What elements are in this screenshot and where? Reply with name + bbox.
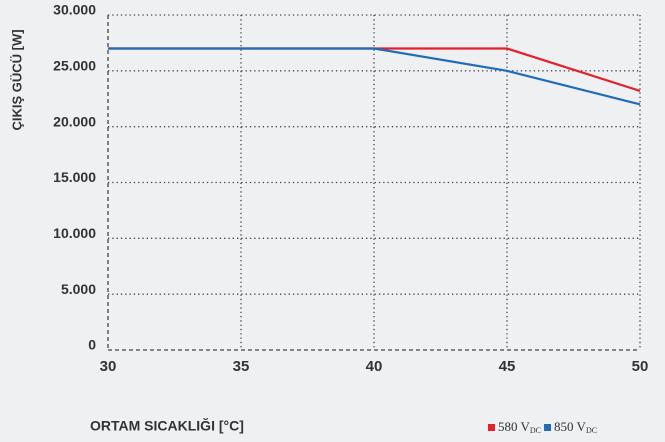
legend-label: 580 VDC [498, 419, 541, 435]
y-tick-label: 15.000 [53, 169, 96, 185]
y-tick-label: 5.000 [61, 281, 96, 297]
legend-swatch [488, 424, 495, 431]
x-tick-label: 30 [100, 358, 117, 375]
x-tick-label: 35 [233, 358, 250, 375]
y-axis-label: ÇIKIŞ GÜCÜ [W] [9, 29, 24, 130]
legend-label: 850 VDC [554, 419, 597, 435]
x-axis-label: ORTAM SICAKLIĞI [°C] [90, 417, 244, 434]
y-tick-label: 30.000 [53, 2, 96, 18]
x-tick-label: 50 [632, 358, 649, 375]
y-tick-label: 10.000 [53, 225, 96, 241]
y-tick-label: 0 [88, 337, 96, 353]
x-tick-label: 45 [499, 358, 516, 375]
y-tick-label: 25.000 [53, 58, 96, 74]
x-tick-label: 40 [366, 358, 383, 375]
legend-swatch [544, 424, 552, 431]
series-line [108, 47, 641, 106]
y-tick-label: 20.000 [53, 113, 96, 129]
